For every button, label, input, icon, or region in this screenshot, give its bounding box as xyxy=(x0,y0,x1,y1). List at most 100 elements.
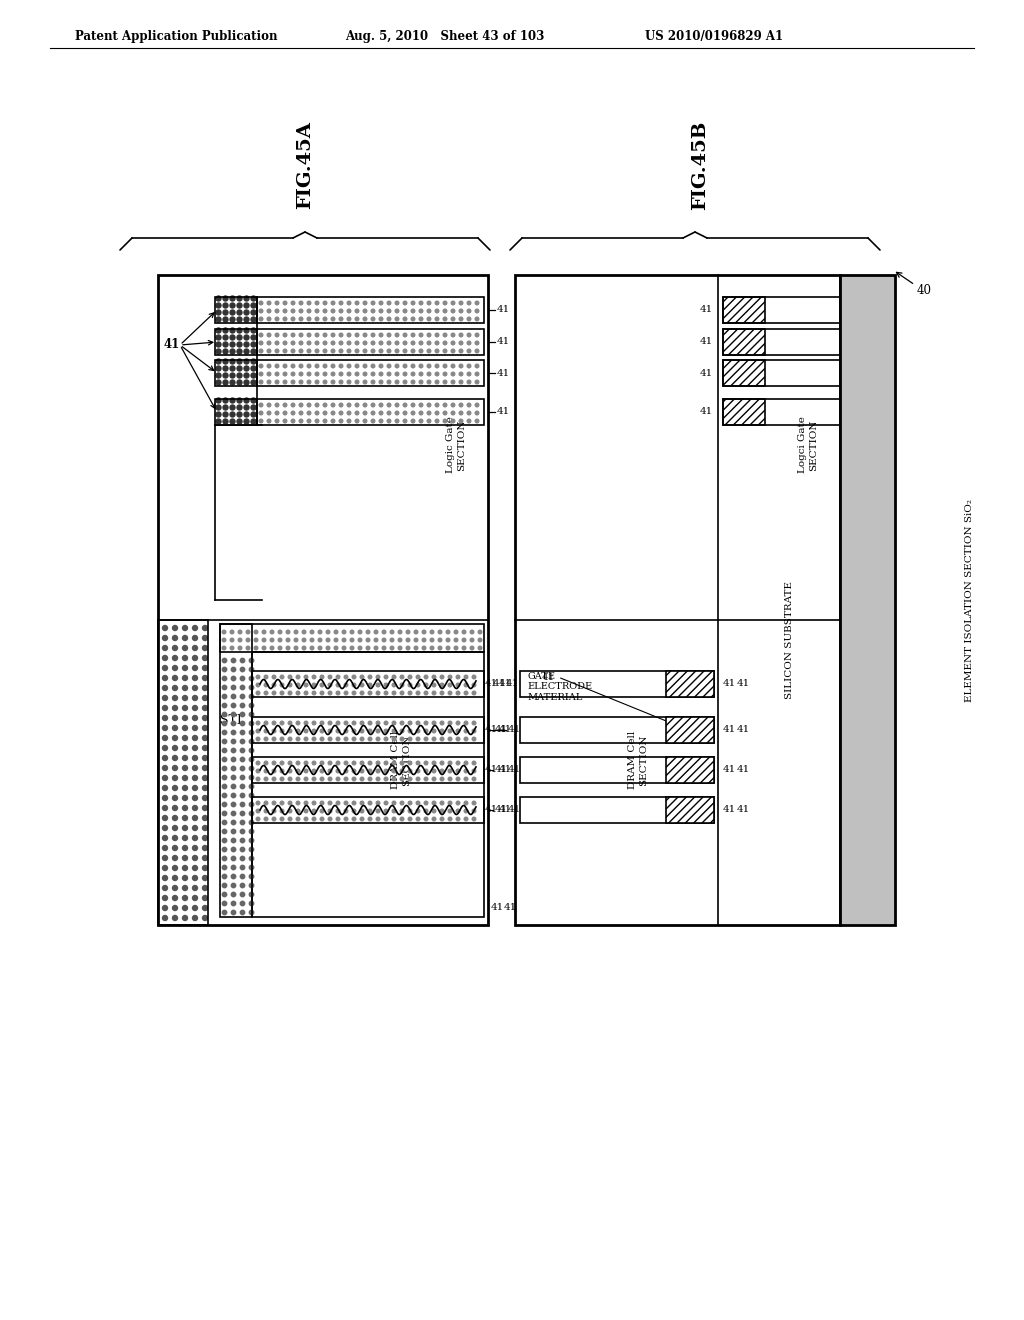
Circle shape xyxy=(364,364,367,368)
Circle shape xyxy=(272,817,275,821)
Circle shape xyxy=(435,403,439,407)
Circle shape xyxy=(304,729,308,733)
Circle shape xyxy=(203,676,208,681)
Circle shape xyxy=(440,762,443,764)
Circle shape xyxy=(324,412,327,414)
Circle shape xyxy=(237,310,242,315)
Circle shape xyxy=(336,801,340,805)
Circle shape xyxy=(432,729,436,733)
Circle shape xyxy=(419,309,423,313)
Circle shape xyxy=(324,301,327,305)
Circle shape xyxy=(435,364,439,368)
Circle shape xyxy=(163,895,168,900)
Circle shape xyxy=(416,676,420,678)
Circle shape xyxy=(440,817,443,821)
Circle shape xyxy=(329,676,332,678)
Circle shape xyxy=(390,638,394,642)
Circle shape xyxy=(275,380,279,384)
Circle shape xyxy=(464,777,468,781)
Circle shape xyxy=(163,705,168,710)
Text: 41: 41 xyxy=(542,672,555,681)
Circle shape xyxy=(281,801,284,805)
Circle shape xyxy=(379,341,383,345)
Circle shape xyxy=(452,412,455,414)
Circle shape xyxy=(231,820,236,825)
Bar xyxy=(723,329,840,355)
Circle shape xyxy=(347,420,351,422)
Circle shape xyxy=(237,296,242,301)
Circle shape xyxy=(244,304,249,308)
Circle shape xyxy=(231,739,236,743)
Circle shape xyxy=(296,809,300,813)
Circle shape xyxy=(382,630,386,634)
Circle shape xyxy=(281,762,284,764)
Circle shape xyxy=(392,770,396,772)
Circle shape xyxy=(382,647,386,649)
Circle shape xyxy=(193,746,198,751)
Circle shape xyxy=(427,380,431,384)
Circle shape xyxy=(414,638,418,642)
Circle shape xyxy=(256,817,260,821)
Circle shape xyxy=(231,758,236,762)
Circle shape xyxy=(237,412,242,417)
Circle shape xyxy=(419,317,423,321)
Circle shape xyxy=(424,817,428,821)
Circle shape xyxy=(449,801,452,805)
Circle shape xyxy=(329,721,332,725)
Circle shape xyxy=(272,770,275,772)
Circle shape xyxy=(409,737,412,741)
Circle shape xyxy=(392,809,396,813)
Circle shape xyxy=(427,317,431,321)
Circle shape xyxy=(464,801,468,805)
Circle shape xyxy=(182,836,187,841)
Circle shape xyxy=(400,676,403,678)
Circle shape xyxy=(457,737,460,741)
Circle shape xyxy=(321,770,324,772)
Circle shape xyxy=(457,770,460,772)
Circle shape xyxy=(259,301,263,305)
Circle shape xyxy=(329,692,332,694)
Circle shape xyxy=(412,333,415,337)
Circle shape xyxy=(275,341,279,345)
Circle shape xyxy=(440,770,443,772)
Circle shape xyxy=(427,341,431,345)
Circle shape xyxy=(452,301,455,305)
Circle shape xyxy=(387,341,391,345)
Bar xyxy=(220,624,252,917)
Circle shape xyxy=(400,729,403,733)
Circle shape xyxy=(342,647,346,649)
Circle shape xyxy=(182,685,187,690)
Circle shape xyxy=(321,692,324,694)
Circle shape xyxy=(267,350,270,352)
Bar xyxy=(220,624,484,652)
Circle shape xyxy=(216,304,221,308)
Circle shape xyxy=(239,638,242,642)
Circle shape xyxy=(419,420,423,422)
Circle shape xyxy=(172,816,177,821)
Circle shape xyxy=(467,372,471,376)
Circle shape xyxy=(172,676,177,681)
Circle shape xyxy=(432,721,436,725)
Circle shape xyxy=(288,762,292,764)
Circle shape xyxy=(364,350,367,352)
Circle shape xyxy=(279,638,282,642)
Circle shape xyxy=(284,333,287,337)
Circle shape xyxy=(360,762,364,764)
Circle shape xyxy=(296,777,300,781)
Circle shape xyxy=(395,350,398,352)
Circle shape xyxy=(424,770,428,772)
Circle shape xyxy=(222,866,226,870)
Circle shape xyxy=(344,777,348,781)
Circle shape xyxy=(459,333,463,337)
Circle shape xyxy=(347,350,351,352)
Circle shape xyxy=(223,405,228,411)
Circle shape xyxy=(430,630,434,634)
Circle shape xyxy=(331,372,335,376)
Circle shape xyxy=(360,801,364,805)
Circle shape xyxy=(355,341,358,345)
Circle shape xyxy=(288,809,292,813)
Circle shape xyxy=(379,372,383,376)
Circle shape xyxy=(435,372,439,376)
Circle shape xyxy=(315,309,318,313)
Circle shape xyxy=(371,420,375,422)
